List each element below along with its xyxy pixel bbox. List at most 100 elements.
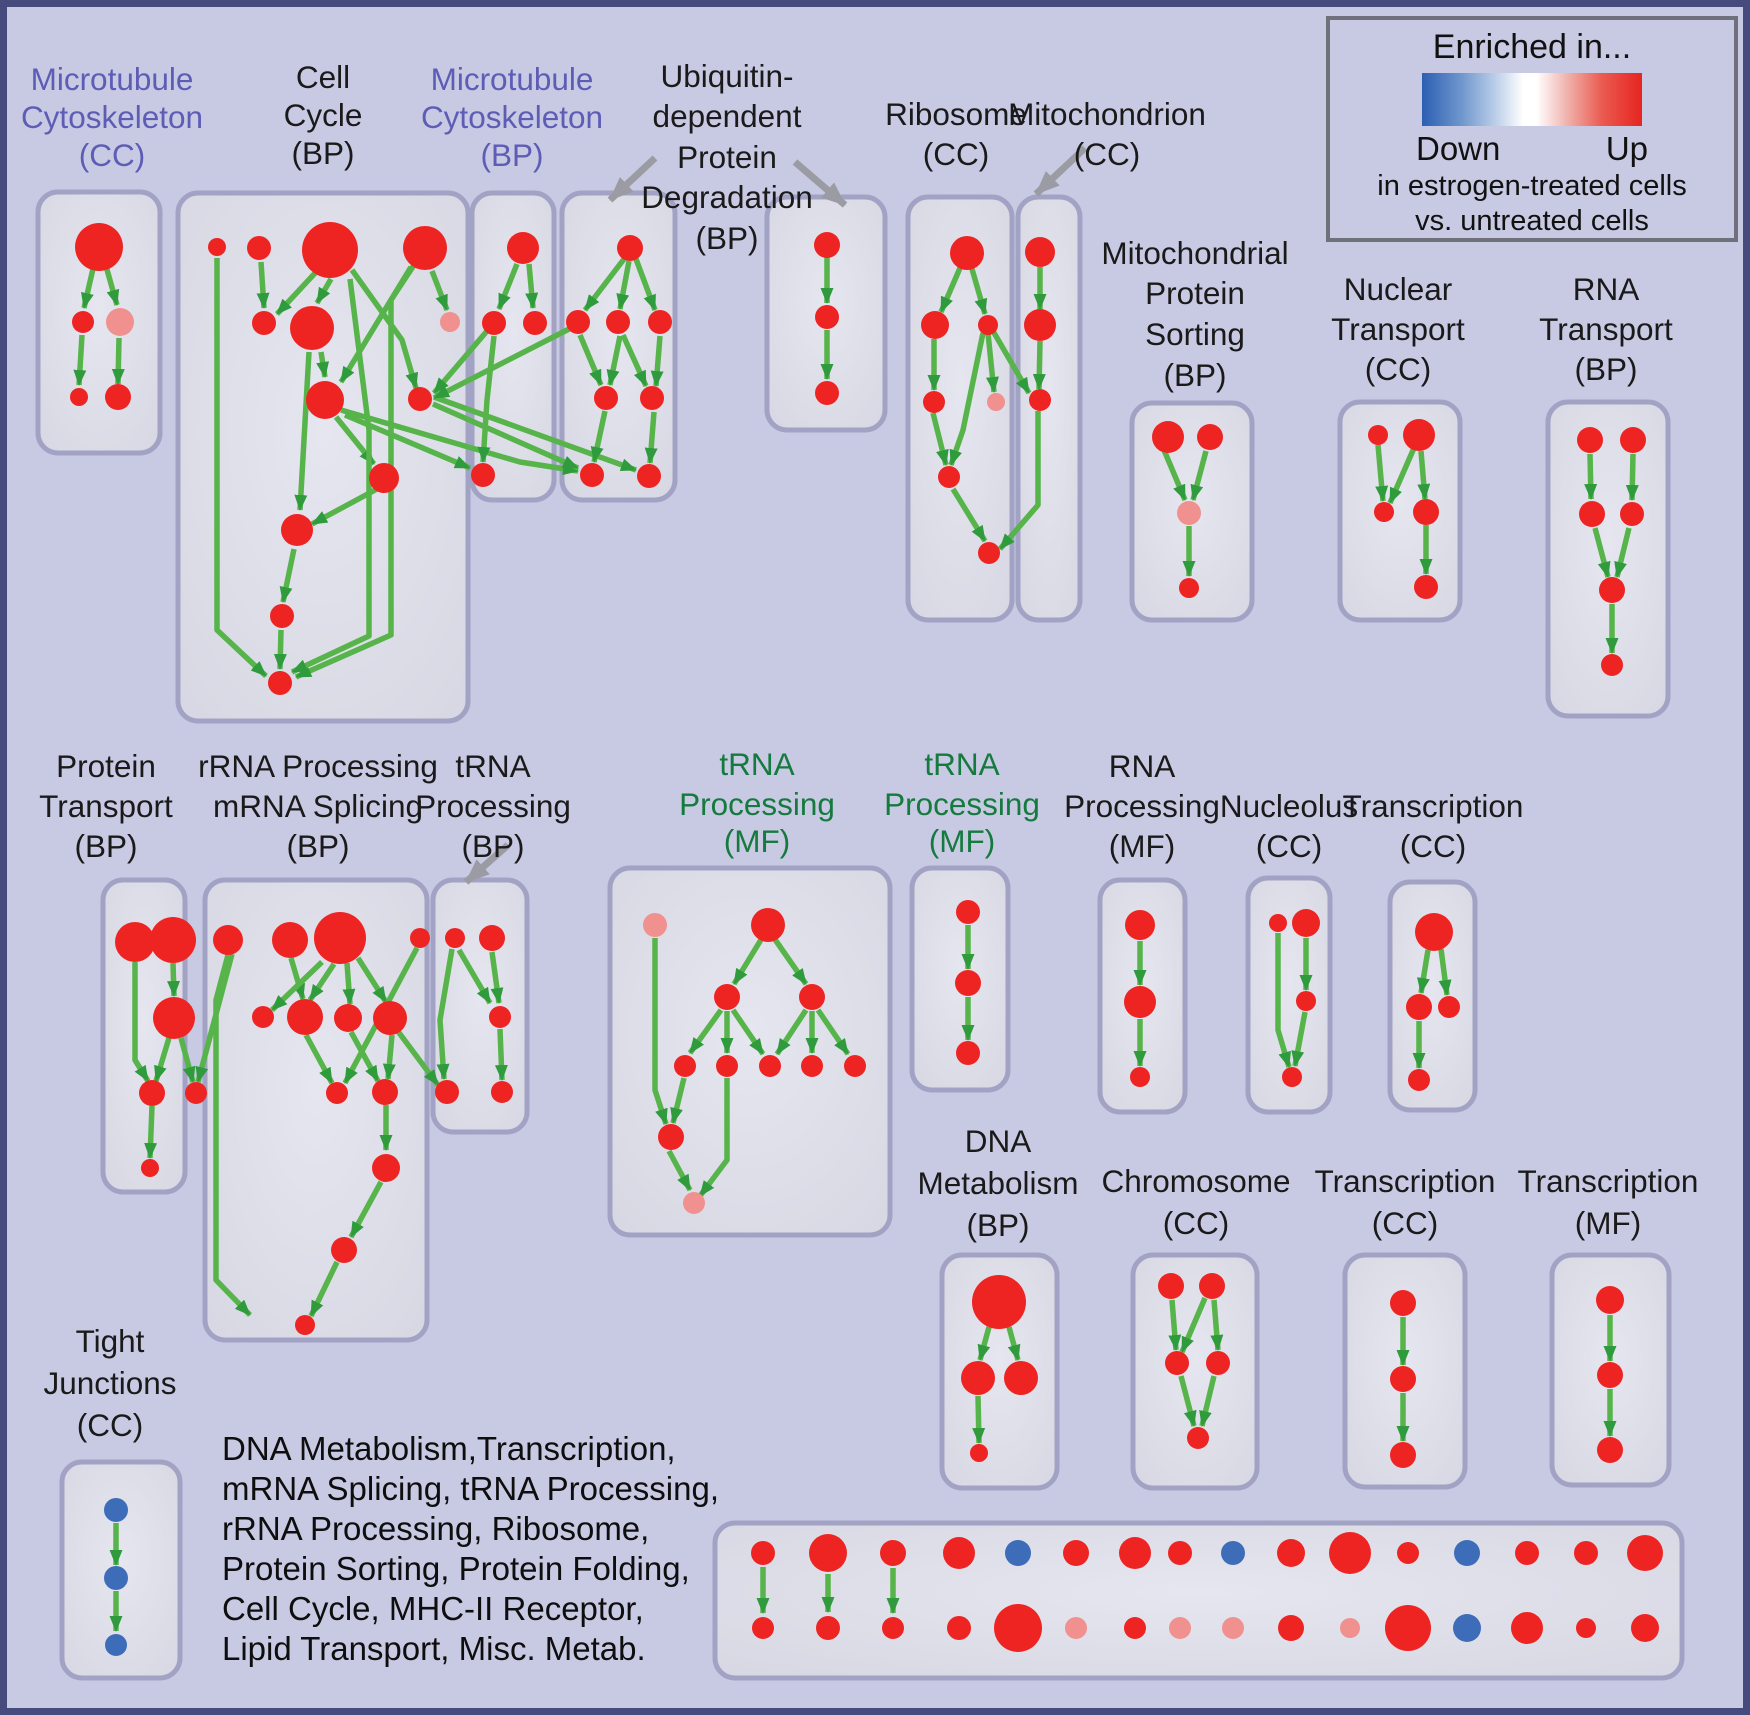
go-term-node-red <box>1620 502 1644 526</box>
go-term-node-red <box>1415 913 1453 951</box>
group-label-rna-processing-mf: RNA <box>1109 748 1176 784</box>
relation-arrow <box>213 954 252 1317</box>
relation-arrow <box>1375 444 1389 502</box>
group-label-microtubule-cytoskeleton-cc: Cytoskeleton <box>21 99 203 135</box>
go-term-node-red <box>640 386 664 410</box>
go-term-node-red <box>1390 1290 1416 1316</box>
go-term-node-red <box>594 386 618 410</box>
group-label-cell-cycle-bp: (BP) <box>292 135 355 171</box>
go-term-node-red <box>956 1041 980 1065</box>
group-label-rrna-processing-mrna-splicing-bp: (BP) <box>287 828 350 864</box>
group-label-transcription-cc-mid: (CC) <box>1400 828 1466 864</box>
go-term-node-pale <box>106 308 134 336</box>
group-box-chromosome-cc <box>1130 1252 1260 1491</box>
go-term-node-red <box>247 236 271 260</box>
go-term-node-red <box>1579 501 1605 527</box>
go-term-node-red <box>1024 309 1056 341</box>
go-term-node-red <box>252 311 276 335</box>
relation-arrow <box>1291 1011 1308 1067</box>
relation-arrow <box>1275 933 1292 1068</box>
group-label-rna-processing-mf: Processing <box>1064 788 1220 824</box>
go-term-node-red <box>403 226 447 270</box>
relation-arrow <box>1592 527 1611 578</box>
relation-arrow <box>771 936 809 986</box>
relation-arrow <box>429 270 450 311</box>
group-label-trna-processing-mf-2: Processing <box>884 786 1040 822</box>
go-term-node-red <box>270 604 294 628</box>
go-term-node-red <box>714 984 740 1010</box>
go-term-node-blue <box>104 1566 128 1590</box>
go-term-node-red <box>1282 1067 1302 1087</box>
group-label-rna-transport-bp: RNA <box>1573 271 1640 307</box>
go-term-node-red <box>1620 427 1646 453</box>
go-term-node-red <box>1576 1618 1596 1638</box>
relation-arrow <box>990 329 1032 395</box>
relation-arrow <box>195 953 235 1083</box>
relation-arrow <box>972 1395 986 1444</box>
go-term-node-pale <box>1177 501 1201 525</box>
group-label-transcription-cc-bottom: Transcription <box>1315 1163 1496 1199</box>
go-term-node-red <box>1631 1614 1659 1642</box>
go-term-node-red <box>961 1361 995 1395</box>
relation-arrow <box>616 260 632 310</box>
go-term-node-red <box>1296 991 1316 1011</box>
relation-arrow <box>73 334 87 386</box>
go-term-node-red <box>1413 499 1439 525</box>
relation-arrow <box>1190 450 1209 501</box>
go-term-node-red <box>1152 421 1184 453</box>
legend-subtitle-2: vs. untreated cells <box>1415 205 1649 237</box>
group-label-microtubule-cytoskeleton-bp: Microtubule <box>431 61 594 97</box>
annotation-line: Cell Cycle, MHC-II Receptor, <box>222 1590 644 1627</box>
relation-arrow <box>969 268 988 315</box>
relation-arrow <box>348 1030 381 1083</box>
go-network-diagram: MicrotubuleCytoskeleton(CC)CellCycle(BP)… <box>21 58 1698 1681</box>
go-term-node-red <box>816 1616 840 1640</box>
relation-arrow <box>582 257 627 312</box>
go-term-node-blue <box>1454 1540 1480 1566</box>
group-label-ubiquitin-degradation-bp: Protein <box>677 139 777 175</box>
go-term-node-red <box>1374 502 1394 522</box>
go-term-node-red <box>950 236 984 270</box>
relation-arrow <box>985 332 999 393</box>
group-label-cell-cycle-bp: Cell <box>296 59 350 95</box>
group-label-mitochondrial-protein-sorting-bp: Mitochondrial <box>1101 235 1288 271</box>
relation-arrow <box>256 261 270 309</box>
relation-arrow <box>308 1260 340 1318</box>
go-term-node-red <box>1004 1361 1038 1395</box>
group-box-rrna-processing-mrna-splicing-bp <box>202 877 430 1343</box>
annotation-line: DNA Metabolism,Transcription, <box>222 1430 676 1467</box>
go-term-node-red <box>281 514 313 546</box>
group-label-tight-junctions-cc: (CC) <box>77 1407 143 1443</box>
relation-arrow <box>815 1008 851 1056</box>
go-term-node-red <box>1168 1541 1192 1565</box>
go-term-node-red <box>1601 654 1623 676</box>
go-term-node-red <box>970 1444 988 1462</box>
relation-arrow <box>349 268 419 389</box>
go-term-node-red <box>759 1055 781 1077</box>
group-label-nucleolus-cc: (CC) <box>1256 828 1322 864</box>
group-label-ubiquitin-degradation-bp: (BP) <box>696 220 759 256</box>
go-term-node-pale <box>440 312 460 332</box>
relation-arrow <box>111 337 125 385</box>
group-label-ubiquitin-degradation-bp: Ubiquitin- <box>660 58 793 94</box>
relation-arrow <box>167 962 181 997</box>
go-term-node-red <box>1124 1617 1146 1639</box>
go-term-node-red <box>252 1006 274 1028</box>
go-term-node-red <box>150 917 196 963</box>
relation-arrow <box>178 1037 196 1083</box>
go-term-node-red <box>1511 1612 1543 1644</box>
go-term-node-pale <box>987 393 1005 411</box>
group-label-microtubule-cytoskeleton-bp: Cytoskeleton <box>421 99 603 135</box>
go-term-node-red <box>606 310 630 334</box>
go-term-node-red <box>372 1079 398 1105</box>
go-term-node-red <box>1627 1535 1663 1571</box>
go-term-node-red <box>1125 910 1155 940</box>
go-term-node-red <box>658 1124 684 1150</box>
go-term-node-red <box>751 1541 775 1565</box>
go-term-node-red <box>334 1004 362 1032</box>
go-term-node-red <box>290 306 334 350</box>
relation-arrow <box>1438 948 1452 996</box>
relation-arrow <box>1168 1299 1182 1351</box>
group-label-ribosome-cc: (CC) <box>923 136 989 172</box>
